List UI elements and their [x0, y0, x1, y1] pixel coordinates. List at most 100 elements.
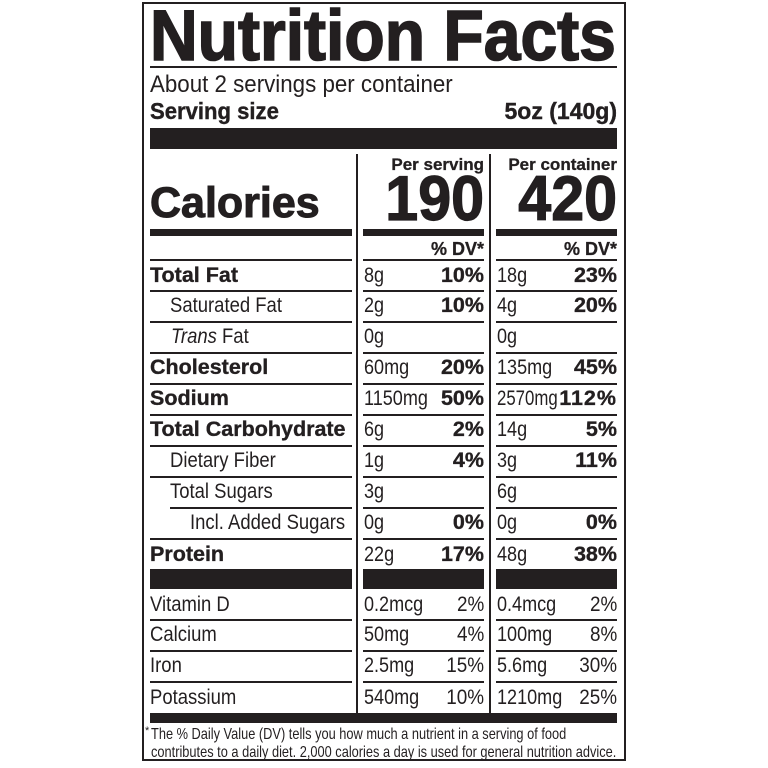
per-serving-amount: 3g	[364, 480, 385, 503]
per-serving-amount: 0g	[364, 511, 385, 534]
row-divider	[496, 259, 617, 261]
vitamin-label: Calcium	[150, 623, 217, 646]
row-divider	[150, 321, 352, 323]
per-serving-amount: 22g	[364, 543, 395, 566]
row-divider	[363, 259, 484, 261]
per-serving-dv: 10%	[440, 263, 484, 287]
serving-size-value: 5oz (140g)	[504, 98, 617, 124]
per-container-amount: 0.4mcg	[497, 593, 557, 616]
per-container-amount: 14g	[497, 418, 528, 441]
vitamin-label: Iron	[150, 654, 182, 677]
calories-label: Calories	[150, 179, 321, 227]
nutrient-row-total-carbohydrate: Total Carbohydrate 6g 2% 14g 5%	[0, 414, 768, 445]
nutrient-label: Sodium	[150, 386, 229, 410]
thick-divider-vitamins-per-serving	[363, 569, 484, 589]
nutrient-row-protein: Protein 22g 17% 48g 38%	[0, 539, 768, 570]
per-container-header: Per container	[508, 155, 617, 174]
row-divider	[363, 507, 484, 509]
per-container-amount: 1210mg	[497, 686, 563, 709]
per-container-amount: 0g	[497, 325, 518, 348]
per-container-amount: 48g	[497, 543, 528, 566]
per-container-dv: 45%	[573, 355, 617, 379]
row-divider	[363, 383, 484, 385]
nutrient-row-sodium: Sodium 1150mg 50% 2570mg 112%	[0, 383, 768, 414]
vitamin-row-iron: Iron 2.5mg 15% 5.6mg 30%	[0, 650, 768, 681]
per-container-dv: 38%	[573, 542, 617, 566]
per-container-amount: 0g	[497, 511, 518, 534]
nutrient-label: Cholesterol	[150, 355, 269, 379]
row-divider	[150, 290, 352, 292]
row-divider	[496, 650, 617, 652]
per-serving-dv: 10%	[446, 686, 484, 709]
vitamin-label: Vitamin D	[150, 593, 230, 616]
row-divider	[496, 445, 617, 447]
dv-header-per-serving: % DV*	[430, 239, 484, 259]
per-container-dv: 0%	[585, 510, 617, 534]
row-divider	[496, 383, 617, 385]
per-container-amount: 18g	[497, 264, 528, 287]
column-separator-2	[489, 154, 491, 713]
per-serving-amount: 2.5mg	[364, 654, 415, 677]
per-serving-amount: 6g	[364, 418, 385, 441]
per-serving-dv: 0%	[452, 510, 484, 534]
per-serving-amount: 0g	[364, 325, 385, 348]
row-divider	[150, 383, 352, 385]
row-divider	[150, 650, 352, 652]
nutrient-row-total-fat: Total Fat 8g 10% 18g 23%	[0, 260, 768, 291]
thick-divider-vitamins-label	[150, 569, 352, 589]
per-serving-dv: 2%	[456, 593, 484, 616]
row-divider	[363, 445, 484, 447]
per-container-amount: 4g	[497, 294, 518, 317]
row-divider	[496, 507, 617, 509]
row-divider	[150, 681, 352, 683]
per-container-amount: 3g	[497, 449, 518, 472]
nutrient-label: Total Sugars	[170, 480, 273, 503]
dv-header-per-container: % DV*	[563, 239, 617, 259]
per-serving-dv: 17%	[440, 542, 484, 566]
nutrient-label: Protein	[150, 542, 225, 566]
per-container-amount: 2570mg	[497, 387, 558, 410]
row-divider	[363, 538, 484, 540]
row-divider	[150, 619, 352, 621]
nutrient-label-italic: Trans	[171, 325, 217, 348]
per-serving-dv: 2%	[452, 417, 484, 441]
footnote-line-1: The % Daily Value (DV) tells you how muc…	[151, 726, 567, 743]
label-border	[142, 2, 626, 761]
row-divider	[363, 321, 484, 323]
row-divider	[363, 650, 484, 652]
nutrient-row-total-sugars: Total Sugars 3g 6g	[0, 476, 768, 507]
per-container-dv: 25%	[579, 686, 617, 709]
row-divider	[363, 414, 484, 416]
per-serving-amount: 60mg	[364, 356, 410, 379]
footnote-line-2: contributes to a daily diet. 2,000 calor…	[151, 744, 617, 761]
calories-divider-label	[150, 229, 352, 236]
row-divider	[496, 619, 617, 621]
per-container-amount: 6g	[497, 480, 518, 503]
row-divider	[150, 259, 352, 261]
per-container-dv: 2%	[589, 593, 617, 616]
thick-divider-top	[150, 128, 617, 149]
nutrient-row-saturated-fat: Saturated Fat 2g 10% 4g 20%	[0, 290, 768, 321]
calories-per-container: 420	[518, 164, 618, 234]
nutrient-label: Saturated Fat	[170, 294, 282, 317]
vitamin-row-vitamin-d: Vitamin D 0.2mcg 2% 0.4mcg 2%	[0, 589, 768, 620]
vitamin-label: Potassium	[150, 686, 237, 709]
nutrient-label: Trans Fat	[171, 321, 249, 352]
per-container-dv: 5%	[585, 417, 617, 441]
row-divider	[496, 321, 617, 323]
nutrient-label: Incl. Added Sugars	[190, 511, 346, 534]
nutrient-row-cholesterol: Cholesterol 60mg 20% 135mg 45%	[0, 352, 768, 383]
row-divider	[150, 445, 352, 447]
row-divider	[150, 352, 352, 354]
per-serving-dv: 4%	[452, 448, 484, 472]
per-container-amount: 135mg	[497, 356, 553, 379]
nutrient-label: Dietary Fiber	[170, 449, 276, 472]
vitamin-row-calcium: Calcium 50mg 4% 100mg 8%	[0, 619, 768, 650]
per-serving-header: Per serving	[391, 155, 484, 174]
per-serving-amount: 1150mg	[364, 387, 428, 410]
calories-divider-per-container	[496, 229, 617, 236]
servings-per-container: About 2 servings per container	[150, 71, 453, 98]
row-divider	[496, 681, 617, 683]
per-serving-dv: 4%	[456, 623, 484, 646]
per-container-dv: 30%	[579, 654, 617, 677]
